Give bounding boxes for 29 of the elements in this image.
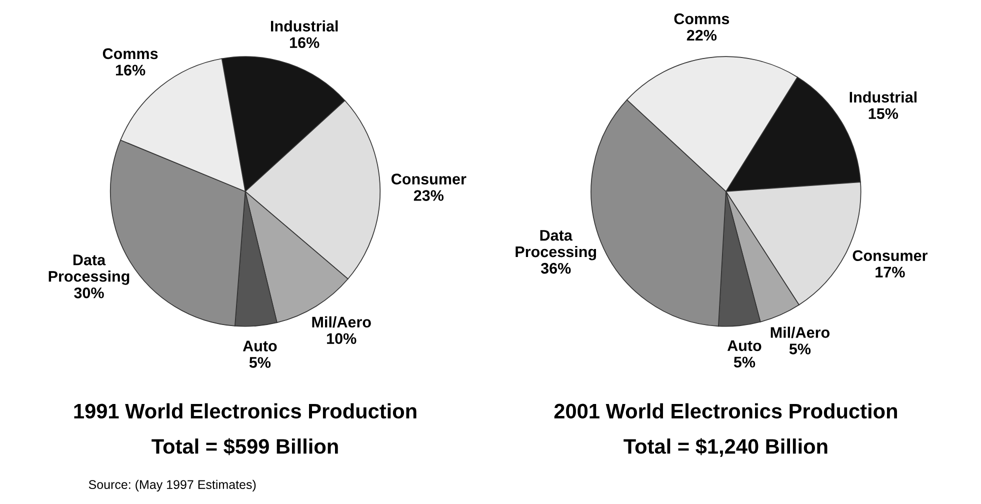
data-label: 17%	[876, 266, 905, 278]
data-label: 16%	[116, 64, 146, 76]
data-label: 10%	[327, 333, 356, 344]
slice-label: Auto	[727, 340, 762, 352]
slice-label: Comms	[102, 48, 158, 60]
slice-label: Mil/Aero	[312, 316, 371, 328]
data-label: 36%	[540, 262, 571, 274]
data-label: 16%	[290, 37, 320, 48]
data-label: 5%	[249, 357, 271, 368]
source-note: Source: (May 1997 Estimates)	[88, 480, 256, 492]
slice-label: Consumer	[392, 174, 466, 184]
slice-label: Comms	[674, 13, 730, 24]
slice-label: Consumer	[852, 250, 928, 262]
data-label: 5%	[789, 344, 811, 354]
data-label: 5%	[734, 356, 756, 368]
text: 1991 World Electronics Production	[74, 403, 416, 419]
data-label: 23%	[414, 190, 444, 201]
slice-label: Industrial	[271, 20, 338, 32]
text: 2001 World Electronics Production	[554, 403, 897, 419]
slice-label: Auto	[242, 340, 277, 352]
slice-label: Data Processing	[516, 230, 596, 260]
slice-label: Mil/Aero	[770, 326, 830, 338]
text: Total = $599 Billion	[152, 438, 338, 456]
data-label: 22%	[686, 30, 717, 41]
slice-label: Industrial	[850, 91, 916, 103]
data-label: 15%	[868, 108, 898, 120]
data-label: 30%	[74, 287, 104, 298]
slice-label: Data Processing	[48, 254, 130, 285]
text: Total = $1,240 Billion	[624, 438, 828, 457]
